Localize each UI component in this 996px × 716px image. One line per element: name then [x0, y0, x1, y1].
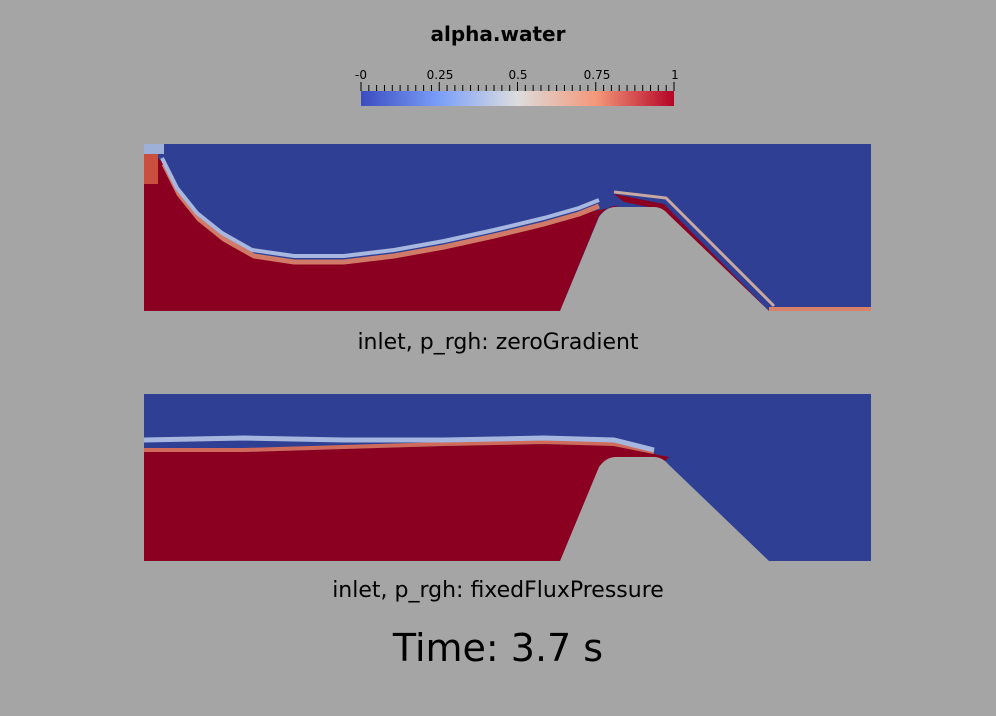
panel-fixedfluxpressure-plot	[144, 394, 871, 561]
colorbar-ticks	[360, 82, 675, 91]
colorbar-tick-label: 1	[671, 68, 679, 82]
colorbar-tick-label: 0.75	[583, 68, 611, 82]
colorbar-tick-label: -0	[355, 68, 367, 82]
panel-zerogradient-caption: inlet, p_rgh: zeroGradient	[357, 330, 639, 355]
time-label: Time: 3.7 s	[392, 626, 604, 670]
colorbar	[361, 91, 674, 106]
panel-fixedfluxpressure-caption: inlet, p_rgh: fixedFluxPressure	[332, 578, 664, 603]
colorbar-tick-label: 0.5	[508, 68, 528, 82]
colorbar-tick-label: 0.25	[426, 68, 454, 82]
colorbar-title: alpha.water	[430, 22, 566, 46]
panel-zerogradient-plot	[144, 144, 871, 311]
